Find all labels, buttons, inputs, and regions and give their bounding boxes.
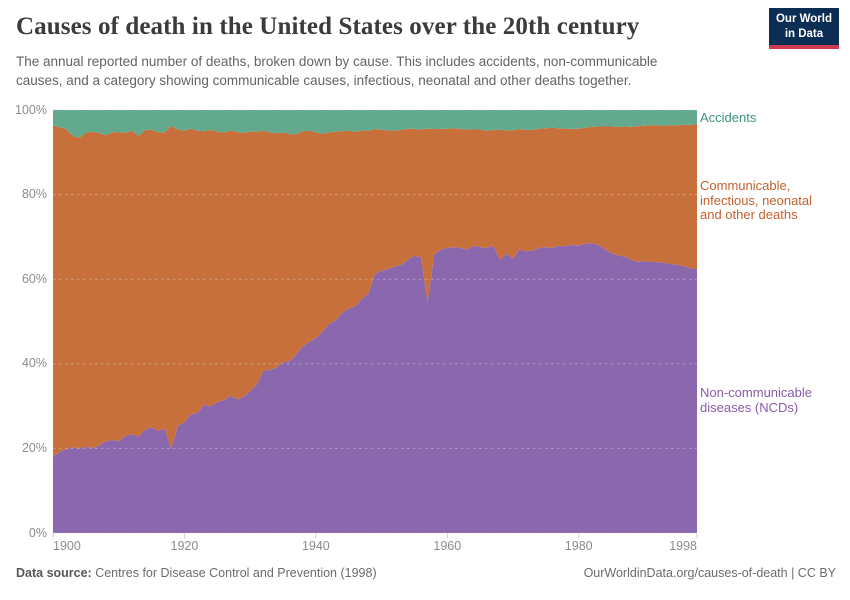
page-title: Causes of death in the United States ove… — [16, 13, 640, 40]
legend-label-accidents[interactable]: Accidents — [700, 110, 757, 125]
data-source-text: Centres for Disease Control and Preventi… — [91, 566, 377, 580]
x-axis-label: 1900 — [53, 539, 81, 553]
x-axis-label: 1960 — [433, 539, 462, 553]
area-accidents[interactable] — [53, 110, 697, 138]
y-axis-label: 40% — [21, 356, 47, 371]
y-axis-label: 100% — [15, 102, 47, 117]
x-axis-label: 1998 — [669, 539, 697, 553]
y-axis-label: 80% — [21, 187, 47, 202]
x-axis-label: 1920 — [170, 539, 199, 553]
data-source-label: Data source: — [16, 566, 92, 580]
legend-label-ncd[interactable]: Non-communicable diseases (NCDs) — [700, 385, 812, 415]
area-communicable[interactable] — [53, 124, 697, 457]
chart-subtitle: The annual reported number of deaths, br… — [16, 54, 658, 89]
owid-logo-text: Our World in Data — [775, 13, 832, 40]
y-axis-label: 60% — [21, 271, 47, 286]
footer-link[interactable]: OurWorldinData.org/causes-of-death | CC … — [583, 566, 836, 580]
y-axis-label: 20% — [21, 440, 47, 455]
x-axis-label: 1940 — [301, 539, 330, 553]
area-ncd[interactable] — [53, 243, 697, 533]
data-source: Data source: Centres for Disease Control… — [16, 566, 377, 580]
x-axis-label: 1980 — [564, 539, 593, 553]
owid-logo[interactable]: Our World in Data — [769, 8, 839, 49]
y-axis-label: 0% — [28, 525, 47, 540]
legend-label-communicable[interactable]: Communicable, infectious, neonatal and o… — [700, 178, 813, 222]
